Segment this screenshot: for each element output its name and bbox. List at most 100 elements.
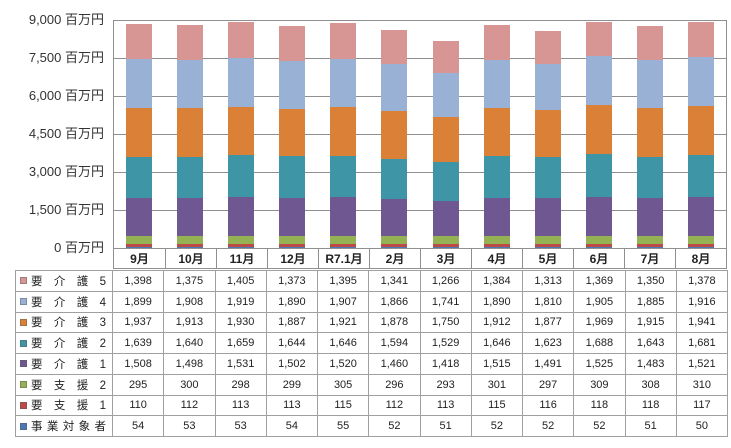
value-cell: 300: [164, 374, 216, 396]
value-cell: 118: [625, 395, 677, 417]
value-cell: 1,644: [266, 333, 318, 354]
bar-column: [432, 41, 459, 248]
value-cell: 1,640: [164, 333, 216, 354]
gridline: [114, 172, 726, 173]
series-name: 要 介 護 3: [31, 317, 106, 330]
series-label-cell: 要 介 護 2: [16, 333, 113, 354]
x-axis-label: 2月: [369, 249, 420, 268]
bar-segment: [432, 236, 459, 244]
value-cell: 309: [574, 374, 626, 396]
bar-column: [125, 24, 152, 248]
bar-segment: [125, 243, 152, 247]
legend-swatch: [20, 318, 27, 326]
value-cell: 1,350: [625, 271, 677, 292]
legend-swatch: [20, 277, 27, 285]
value-cell: 1,643: [625, 333, 677, 354]
value-cell: 1,659: [215, 333, 267, 354]
value-cell: 117: [676, 395, 728, 417]
bar-segment: [637, 235, 664, 244]
bar-segment: [176, 25, 203, 60]
value-cell: 1,491: [523, 354, 575, 375]
bar-segment: [227, 197, 254, 237]
value-cell: 1,913: [164, 312, 216, 334]
bar-segment: [534, 109, 561, 158]
value-cell: 1,460: [369, 354, 421, 375]
value-cell: 113: [215, 395, 267, 417]
bar-segment: [125, 59, 152, 108]
bar-column: [586, 21, 613, 248]
value-cell: 1,905: [574, 291, 626, 313]
bar-segment: [534, 157, 561, 199]
value-cell: 1,418: [420, 354, 472, 375]
bar-segment: [637, 60, 664, 109]
value-cell: 54: [266, 416, 318, 437]
value-cell: 1,937: [113, 312, 165, 334]
bar-segment: [227, 106, 254, 156]
value-cell: 52: [471, 416, 523, 437]
bar-segment: [432, 161, 459, 201]
gridline: [114, 134, 726, 135]
x-axis-label: 9月: [130, 252, 149, 266]
bar-segment: [381, 30, 408, 65]
bar-segment: [688, 246, 715, 248]
value-cell: 1,266: [420, 271, 472, 292]
bar-segment: [586, 197, 613, 236]
bar-segment: [586, 243, 613, 247]
value-cell: 1,941: [676, 312, 728, 334]
value-cell: 1,502: [266, 354, 318, 375]
series-name: 要 介 護 5: [31, 275, 106, 288]
bar-segment: [279, 26, 306, 61]
value-cell: 1,915: [625, 312, 677, 334]
value-cell: 308: [625, 374, 677, 396]
bar-segment: [381, 158, 408, 200]
value-cell: 1,515: [471, 354, 523, 375]
x-axis-label: 3月: [420, 249, 471, 268]
bar-segment: [432, 243, 459, 247]
value-cell: 115: [318, 395, 370, 417]
series-label-cell: 要 介 護 3: [16, 312, 113, 334]
bar-segment: [637, 243, 664, 247]
bar-segment: [125, 24, 152, 60]
value-cell: 293: [420, 374, 472, 396]
value-cell: 1,483: [625, 354, 677, 375]
series-name: 要 介 護 2: [31, 338, 106, 351]
bar-segment: [176, 236, 203, 244]
bar-segment: [227, 243, 254, 247]
bar-segment: [688, 235, 715, 244]
value-cell: 1,907: [318, 291, 370, 313]
bar-column: [688, 22, 715, 248]
bar-segment: [688, 243, 715, 247]
bar-segment: [586, 246, 613, 248]
bar-segment: [688, 57, 715, 106]
bar-column: [279, 26, 306, 248]
value-cell: 52: [369, 416, 421, 437]
series-label-cell: 事業対象者: [16, 416, 113, 437]
bar-segment: [381, 246, 408, 248]
legend-swatch: [20, 298, 27, 306]
value-cell: 1,866: [369, 291, 421, 313]
bar-column: [176, 25, 203, 248]
legend-swatch: [20, 401, 27, 409]
bar-segment: [330, 23, 357, 59]
value-cell: 1,378: [676, 271, 728, 292]
x-axis-label: 4月: [471, 249, 522, 268]
bar-segment: [330, 155, 357, 198]
bar-segment: [483, 197, 510, 237]
value-cell: 1,912: [471, 312, 523, 334]
bar-segment: [330, 197, 357, 236]
bar-segment: [176, 108, 203, 157]
bar-segment: [586, 21, 613, 57]
series-name: 要 介 護 1: [31, 358, 106, 371]
value-cell: 295: [113, 374, 165, 396]
bar-segment: [637, 198, 664, 236]
bar-segment: [483, 246, 510, 248]
plot-area: [113, 20, 727, 248]
bar-segment: [279, 198, 306, 237]
bar-segment: [688, 154, 715, 198]
bar-segment: [279, 156, 306, 199]
bar-segment: [637, 246, 664, 248]
value-cell: 305: [318, 374, 370, 396]
bar-segment: [227, 155, 254, 198]
bar-segment: [432, 117, 459, 162]
value-cell: 112: [369, 395, 421, 417]
